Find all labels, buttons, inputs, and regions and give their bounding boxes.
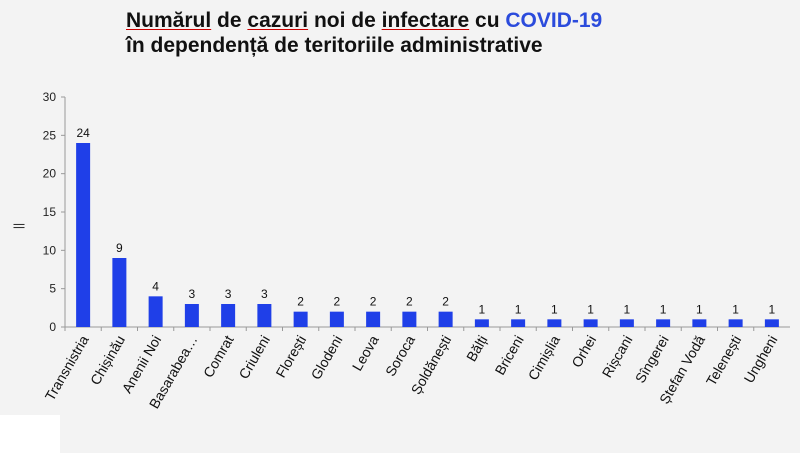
category-label: Leova — [349, 332, 382, 373]
category-label: Comrat — [200, 332, 237, 380]
title-line-2: în dependență de teritoriile administrat… — [126, 34, 543, 57]
y-tick-label: 10 — [43, 243, 57, 257]
data-label: 1 — [696, 302, 703, 316]
data-label: 3 — [189, 287, 196, 301]
y-tick-label: 25 — [43, 128, 57, 142]
bar — [583, 319, 598, 327]
corner-blank — [0, 415, 60, 453]
bar — [656, 319, 671, 327]
bar — [366, 311, 381, 327]
y-tick-label: 20 — [43, 167, 57, 181]
data-label: 1 — [515, 302, 522, 316]
data-label: 2 — [442, 295, 449, 309]
data-label: 1 — [769, 302, 776, 316]
bar — [221, 304, 236, 327]
category-label: Criuleni — [235, 333, 273, 382]
title-highlight: COVID-19 — [505, 9, 603, 32]
bar — [474, 319, 489, 327]
y-tick-label: 30 — [43, 90, 57, 104]
title-word: de — [217, 9, 242, 32]
y-tick-label: 15 — [43, 205, 57, 219]
data-label: 2 — [370, 295, 377, 309]
bar — [257, 304, 272, 327]
bar — [547, 319, 562, 327]
category-label: Briceni — [491, 333, 526, 378]
data-label: 1 — [660, 302, 667, 316]
chart-title: Numărul de cazuri noi de infectare cu CO… — [126, 8, 602, 58]
data-label: 4 — [152, 279, 159, 293]
bar — [764, 319, 779, 327]
y-tick-label: 0 — [49, 320, 56, 334]
data-label: 9 — [116, 241, 123, 255]
bar — [112, 258, 127, 327]
data-label: 2 — [297, 295, 304, 309]
category-label: Sîngerei — [632, 333, 672, 386]
category-label: Florești — [272, 333, 309, 381]
category-label: Rișcani — [599, 333, 636, 381]
category-label: Bălți — [463, 333, 490, 365]
category-label: Telenești — [703, 333, 744, 389]
title-word: Numărul — [126, 9, 212, 32]
bar — [619, 319, 634, 327]
category-label: Chișinău — [87, 333, 128, 388]
data-label: 2 — [334, 295, 341, 309]
bar — [329, 311, 344, 327]
bar — [511, 319, 526, 327]
data-label: 1 — [624, 302, 631, 316]
category-label: Ungheni — [741, 333, 781, 386]
data-label: 1 — [551, 302, 558, 316]
title-word: noi de — [313, 9, 376, 32]
bar — [148, 296, 163, 327]
data-label: 2 — [406, 295, 413, 309]
data-label: 1 — [732, 302, 739, 316]
category-label: Glodeni — [307, 333, 345, 383]
data-label: 1 — [587, 302, 594, 316]
bar — [76, 143, 91, 327]
data-label: 3 — [261, 287, 268, 301]
title-word: cazuri — [247, 9, 309, 32]
category-label: Transnistria — [42, 332, 92, 403]
title-line-1: Numărul de cazuri noi de infectare cu CO… — [126, 8, 602, 33]
bar — [402, 311, 417, 327]
bar — [692, 319, 707, 327]
y-tick-label: 5 — [49, 282, 56, 296]
category-label: Soroca — [382, 332, 418, 379]
bar — [184, 304, 199, 327]
bar — [438, 311, 453, 327]
data-label: 3 — [225, 287, 232, 301]
title-word: infectare — [381, 9, 470, 32]
data-label: 1 — [479, 302, 486, 316]
y-axis-label: || — [11, 223, 25, 229]
bar — [728, 319, 743, 327]
data-label: 24 — [76, 126, 90, 140]
title-word: cu — [475, 9, 500, 32]
bar — [293, 311, 308, 327]
category-label: Orhei — [568, 333, 599, 371]
category-label: Cimișlia — [525, 332, 563, 383]
